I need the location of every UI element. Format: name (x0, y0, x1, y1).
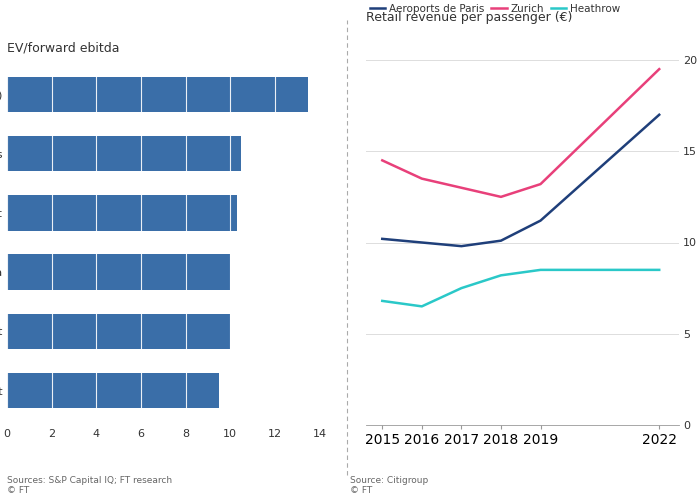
Text: Source: Citigroup
© FT: Source: Citigroup © FT (350, 476, 428, 495)
Legend: Aeroports de Paris, Zurich, Heathrow: Aeroports de Paris, Zurich, Heathrow (365, 0, 624, 18)
Text: Sources: S&P Capital IQ; FT research
© FT: Sources: S&P Capital IQ; FT research © F… (7, 476, 172, 495)
Bar (7, 254, 230, 290)
Bar (7, 314, 230, 349)
Bar (7, 195, 237, 230)
Text: EV/forward ebitda: EV/forward ebitda (7, 42, 120, 54)
Bar (7, 373, 219, 408)
Bar (7, 136, 241, 172)
Bar (7, 76, 309, 112)
Text: Retail revenue per passenger (€): Retail revenue per passenger (€) (366, 11, 573, 24)
